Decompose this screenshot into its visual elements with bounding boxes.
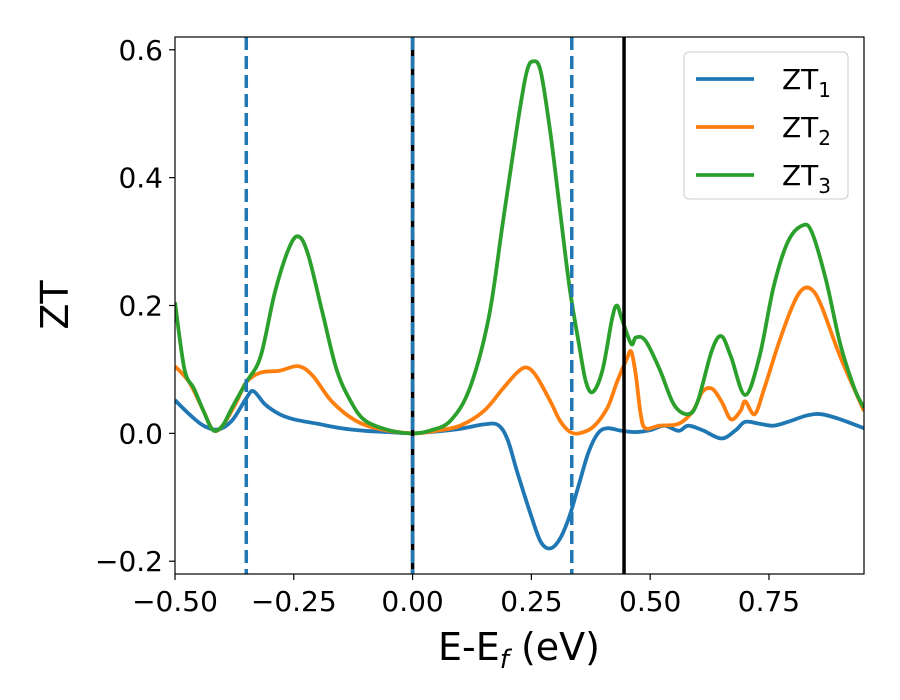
y-tick-label: −0.2 bbox=[95, 545, 163, 578]
legend-label-zt1: ZT1 bbox=[782, 63, 831, 102]
x-tick-label: 0.75 bbox=[738, 585, 800, 618]
axis-ticks: −0.50 −0.25 0.00 0.25 0.50 0.75 −0.2 0.0 0.2 0.4 0… bbox=[95, 34, 800, 618]
series-line-zt2 bbox=[175, 285, 864, 436]
series-line-zt1 bbox=[175, 389, 864, 551]
x-tick-label: 0.00 bbox=[381, 585, 443, 618]
x-axis-label-rest: (eV) bbox=[509, 625, 600, 669]
y-tick-label: 0.0 bbox=[118, 417, 163, 450]
x-tick-label: 0.50 bbox=[619, 585, 681, 618]
reference-lines bbox=[244, 37, 626, 574]
series-lines bbox=[175, 59, 864, 551]
legend-label-zt3: ZT3 bbox=[782, 159, 831, 198]
legend-label-zt2: ZT2 bbox=[782, 111, 831, 150]
y-tick-label: 0.2 bbox=[118, 290, 163, 323]
y-tick-label: 0.4 bbox=[118, 162, 163, 195]
legend: ZT1 ZT2 ZT3 bbox=[683, 51, 849, 200]
y-axis-label: ZT bbox=[33, 280, 77, 330]
x-tick-label: 0.25 bbox=[500, 585, 562, 618]
x-axis-label: E-Ef (eV) bbox=[438, 625, 600, 675]
legend-box bbox=[683, 51, 849, 200]
x-tick-label: −0.50 bbox=[132, 585, 218, 618]
x-axis-label-main: E-E bbox=[438, 625, 500, 669]
y-tick-label: 0.6 bbox=[118, 34, 163, 67]
series-line-zt3 bbox=[175, 59, 864, 436]
x-tick-label: −0.25 bbox=[251, 585, 337, 618]
